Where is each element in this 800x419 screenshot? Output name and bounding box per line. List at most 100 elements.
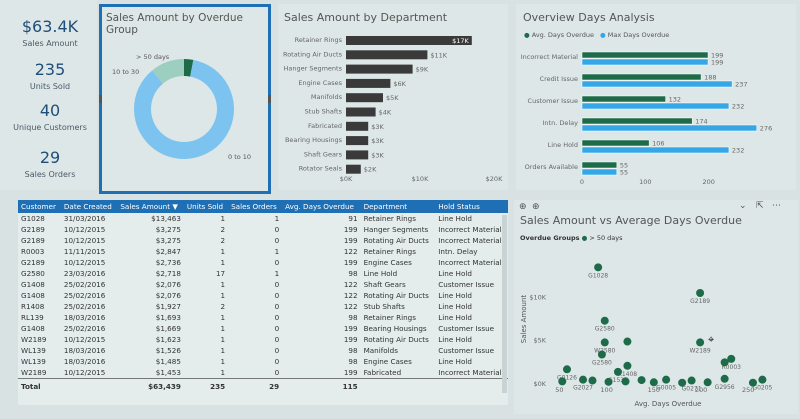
scatter-point[interactable] bbox=[696, 338, 705, 347]
scatter-panel[interactable]: ⊕ ⊕ ⇱ ⋯ ⌄ Sales Amount vs Average Days O… bbox=[514, 200, 798, 414]
resize-handle-left[interactable] bbox=[99, 95, 102, 103]
overview-bar[interactable] bbox=[581, 139, 650, 147]
legend-max-days[interactable]: ● Max Days Overdue bbox=[599, 31, 670, 39]
scatter-point[interactable] bbox=[621, 377, 630, 386]
scatter-legend-item[interactable]: ● > 50 days bbox=[581, 234, 623, 242]
scatter-point[interactable] bbox=[594, 263, 603, 272]
table-row[interactable]: G2189 10/12/2015 $3,275 2 0 199 Rotating Air D… bbox=[18, 235, 508, 246]
donut-slice-10-to-30[interactable] bbox=[152, 59, 184, 84]
scatter-point[interactable] bbox=[720, 358, 729, 367]
scatter-point[interactable] bbox=[623, 361, 632, 370]
table-row[interactable]: G2580 23/03/2016 $2,718 17 1 98 Line Hold Line … bbox=[18, 268, 508, 279]
scatter-point[interactable] bbox=[558, 377, 567, 386]
table-row[interactable]: R0003 11/11/2015 $2,847 1 1 122 Retainer Rings… bbox=[18, 246, 508, 257]
overview-bar[interactable] bbox=[581, 124, 758, 132]
scatter-point[interactable] bbox=[637, 376, 646, 385]
column-header-sales-orders[interactable]: Sales Orders bbox=[228, 200, 283, 213]
column-header-date-created[interactable]: Date Created bbox=[60, 200, 118, 213]
scatter-point[interactable] bbox=[613, 367, 622, 376]
resize-handle-right[interactable] bbox=[268, 95, 271, 103]
overview-bar[interactable] bbox=[581, 95, 666, 103]
table-row[interactable]: W2189 10/12/2015 $1,623 1 0 199 Rotating Air D… bbox=[18, 334, 508, 345]
table-row[interactable]: G1408 25/02/2016 $2,076 1 0 122 Shaft Gears Cus… bbox=[18, 279, 508, 290]
scatter-point[interactable] bbox=[649, 378, 658, 387]
table-row[interactable]: RL139 18/03/2016 $1,693 1 0 98 Retainer Rings L… bbox=[18, 312, 508, 323]
dept-bar[interactable] bbox=[346, 93, 383, 103]
kpi-sales-amount[interactable]: $63.4K Sales Amount bbox=[0, 17, 100, 48]
table-panel[interactable]: Customer Date Created Sales Amount ▼ Units … bbox=[18, 200, 508, 405]
donut-panel[interactable]: Sales Amount by Overdue Group > 50 days … bbox=[99, 4, 271, 194]
dept-bar[interactable] bbox=[346, 36, 472, 45]
table-row[interactable]: W2189 10/12/2015 $1,453 1 0 199 Fabricated Inco… bbox=[18, 367, 508, 379]
scatter-point[interactable] bbox=[600, 316, 609, 325]
table-row[interactable]: WL139 18/03/2016 $1,485 1 0 98 Engine Cases Lin… bbox=[18, 356, 508, 367]
scatter-point[interactable] bbox=[758, 375, 767, 384]
table-row[interactable]: G1408 25/02/2016 $2,076 1 0 122 Rotating Air D… bbox=[18, 290, 508, 301]
overview-bar[interactable] bbox=[581, 58, 709, 66]
overview-panel[interactable]: Overview Days Analysis ● Avg. Days Overd… bbox=[516, 4, 796, 190]
table-row[interactable]: WL139 18/03/2016 $1,526 1 0 98 Manifolds Custom… bbox=[18, 345, 508, 356]
column-header-units-sold[interactable]: Units Sold bbox=[183, 200, 229, 213]
overview-bar[interactable] bbox=[581, 168, 618, 176]
table-cell: Rotating Air Ducts bbox=[363, 236, 429, 245]
kpi-units-sold[interactable]: 235 Units Sold bbox=[0, 60, 100, 91]
table-row[interactable]: R1408 25/02/2016 $1,927 2 0 122 Stub Shafts Lin… bbox=[18, 301, 508, 312]
scatter-point[interactable] bbox=[588, 376, 597, 385]
overview-bar[interactable] bbox=[581, 73, 702, 81]
scatter-point[interactable] bbox=[687, 376, 696, 385]
overview-bar[interactable] bbox=[581, 51, 709, 59]
donut-slice--50-days[interactable] bbox=[184, 59, 194, 77]
table-row[interactable]: G1408 25/02/2016 $1,669 1 0 199 Bearing Housin… bbox=[18, 323, 508, 334]
table-row[interactable]: G2189 10/12/2015 $3,275 2 0 199 Hanger Segment… bbox=[18, 224, 508, 235]
table-cell: Rotating Air Ducts bbox=[363, 291, 429, 300]
table-scrollbar[interactable] bbox=[502, 215, 507, 393]
column-header-hold-status[interactable]: Hold Status bbox=[435, 200, 508, 213]
scatter-point[interactable] bbox=[678, 378, 687, 387]
overview-bar[interactable] bbox=[581, 117, 693, 125]
overview-bar[interactable] bbox=[581, 161, 618, 169]
dept-bar[interactable] bbox=[346, 150, 369, 160]
overview-bar[interactable] bbox=[581, 80, 733, 88]
scatter-point[interactable] bbox=[562, 365, 571, 374]
column-header-sales-amount[interactable]: Sales Amount ▼ bbox=[117, 200, 184, 213]
table-total-cell bbox=[60, 378, 118, 392]
scatter-point[interactable] bbox=[720, 374, 729, 383]
dept-panel[interactable]: Sales Amount by Department Retainer Ring… bbox=[278, 4, 508, 190]
donut-slice-0-to-10[interactable] bbox=[134, 59, 234, 160]
table-total-cell: 29 bbox=[228, 378, 283, 392]
dept-bar[interactable] bbox=[346, 107, 376, 117]
overview-bar[interactable] bbox=[581, 146, 730, 154]
scatter-point[interactable] bbox=[703, 378, 712, 387]
dept-bar[interactable] bbox=[346, 64, 413, 74]
kpi-unique-customers[interactable]: 40 Unique Customers bbox=[0, 101, 100, 132]
dept-bar[interactable] bbox=[346, 50, 428, 60]
scatter-point[interactable] bbox=[604, 377, 613, 386]
expand-icon[interactable]: ⇱ bbox=[756, 201, 764, 211]
table-row[interactable]: G2189 10/12/2015 $2,736 1 0 199 Engine Cases In… bbox=[18, 257, 508, 268]
more-options-icon[interactable]: ⋯ bbox=[772, 201, 781, 211]
drill-down-icon[interactable]: ⊕ bbox=[532, 202, 540, 212]
column-header-department[interactable]: Department bbox=[360, 200, 436, 213]
scatter-point[interactable] bbox=[623, 337, 632, 346]
dept-bar[interactable] bbox=[346, 78, 391, 88]
drill-up-icon[interactable]: ⊕ bbox=[519, 202, 527, 212]
kpi-sales-orders[interactable]: 29 Sales Orders bbox=[0, 148, 100, 179]
column-header-customer[interactable]: Customer bbox=[18, 200, 61, 213]
filter-icon[interactable]: ⌄ bbox=[739, 201, 747, 211]
dept-bar[interactable] bbox=[346, 136, 369, 146]
scatter-point[interactable] bbox=[662, 375, 671, 384]
table-cell: 91 bbox=[348, 214, 358, 223]
scatter-point[interactable] bbox=[579, 375, 588, 384]
scatter-point[interactable] bbox=[600, 338, 609, 347]
overview-bar[interactable] bbox=[581, 102, 730, 110]
column-header-avg-days-overdue[interactable]: Avg. Days Overdue bbox=[282, 200, 361, 213]
dept-bar[interactable] bbox=[346, 164, 361, 174]
table-cell: Engine Cases bbox=[363, 357, 412, 366]
legend-avg-days[interactable]: ● Avg. Days Overdue bbox=[524, 31, 594, 39]
table-row[interactable]: G1028 31/03/2016 $13,463 1 1 91 Retainer Rings… bbox=[18, 213, 508, 224]
scatter-point[interactable] bbox=[727, 354, 736, 363]
dept-bar[interactable] bbox=[346, 121, 369, 131]
scatter-point[interactable] bbox=[696, 289, 705, 297]
scatter-point[interactable] bbox=[748, 378, 757, 387]
scatter-point[interactable] bbox=[597, 350, 606, 359]
